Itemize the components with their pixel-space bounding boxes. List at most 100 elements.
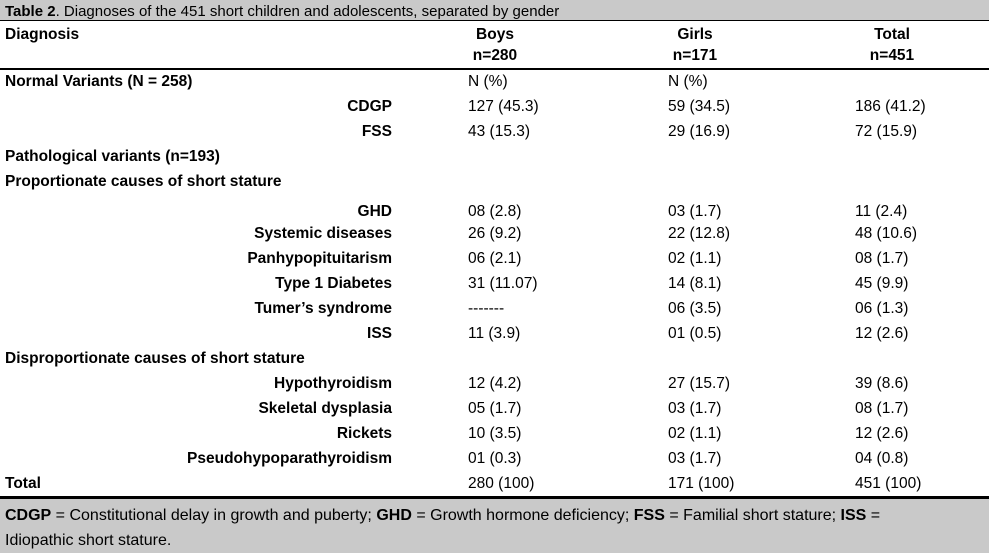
column-header-boys-n: n=280 (472, 47, 518, 64)
diagnosis-cell: Total (5, 474, 41, 492)
diagnosis-cell: CDGP (347, 97, 392, 115)
boys-value-cell (395, 346, 595, 371)
total-value-cell (795, 169, 989, 194)
table-row: Pseudohypoparathyroidism 01 (0.3) 03 (1.7)… (0, 446, 989, 471)
table-row: Systemic diseases 26 (9.2) 22 (12.8) 48 (10… (0, 221, 989, 246)
footnote-abbreviation: GHD (376, 507, 412, 524)
column-header-girls-n: n=171 (672, 47, 718, 64)
column-header-diagnosis-label: Diagnosis (5, 26, 80, 43)
table-row: Panhypopituitarism 06 (2.1) 02 (1.1) 08 (1.… (0, 246, 989, 271)
table-row: ISS 11 (3.9) 01 (0.5) 12 (2.6) (0, 321, 989, 346)
table-row: Proportionate causes of short stature (0, 169, 989, 194)
total-value-cell (795, 346, 989, 371)
table-row: Skeletal dysplasia 05 (1.7) 03 (1.7) 08 (1.… (0, 396, 989, 421)
diagnosis-cell: Proportionate causes of short stature (5, 172, 282, 190)
table-row: FSS 43 (15.3) 29 (16.9) 72 (15.9) (0, 119, 989, 144)
girls-value-cell: 171 (100) (668, 474, 735, 492)
column-header-diagnosis: Diagnosis (0, 21, 395, 70)
column-header-total: Total n=451 (795, 21, 989, 70)
total-value-cell (795, 144, 989, 169)
total-value-cell: 11 (2.4) (855, 203, 908, 220)
boys-value-cell: 01 (0.3) (468, 449, 522, 467)
girls-value-cell: 02 (1.1) (668, 249, 722, 267)
table-header: Diagnosis Boys n=280 Girls n=171 Total n… (0, 21, 989, 70)
total-value-cell: 48 (10.6) (855, 224, 918, 242)
table-caption: Table 2. Diagnoses of the 451 short chil… (0, 0, 989, 20)
girls-value-cell: 59 (34.5) (668, 97, 731, 115)
total-value-cell: 04 (0.8) (855, 449, 909, 467)
table-row: Pathological variants (n=193) (0, 144, 989, 169)
total-value-cell: 72 (15.9) (855, 122, 918, 140)
column-header-girls-label: Girls (677, 26, 713, 43)
diagnosis-cell: Rickets (336, 424, 392, 442)
diagnosis-cell: Panhypopituitarism (247, 249, 392, 267)
top-rule (0, 20, 989, 21)
boys-value-cell: 26 (9.2) (468, 224, 522, 242)
boys-value-cell: ------- (468, 299, 505, 317)
table-row: Rickets 10 (3.5) 02 (1.1) 12 (2.6) (0, 421, 989, 446)
total-value-cell: 45 (9.9) (855, 274, 909, 292)
table-row: Hypothyroidism 12 (4.2) 27 (15.7) 39 (8.6) (0, 371, 989, 396)
boys-value-cell: 10 (3.5) (468, 424, 522, 442)
total-value-cell: 06 (1.3) (855, 299, 909, 317)
girls-value-cell: 03 (1.7) (668, 449, 722, 467)
boys-value-cell (395, 144, 595, 169)
boys-value-cell: 05 (1.7) (468, 399, 522, 417)
table-caption-number: Table 2 (5, 3, 56, 20)
column-header-boys-label: Boys (476, 26, 514, 43)
diagnosis-cell: Hypothyroidism (274, 374, 392, 392)
boys-value-cell: 31 (11.07) (468, 274, 538, 292)
diagnosis-cell: Normal Variants (N = 258) (5, 73, 193, 90)
footnote-text: CDGP = Constitutional delay in growth an… (5, 507, 881, 549)
girls-value-cell (595, 144, 795, 169)
table-row: Disproportionate causes of short stature (0, 346, 989, 371)
boys-value-cell: 43 (15.3) (468, 122, 531, 140)
diagnosis-cell: Skeletal dysplasia (258, 399, 392, 417)
boys-value-cell: 280 (100) (468, 474, 535, 492)
total-value-cell: 451 (100) (855, 474, 922, 492)
girls-value-cell: N (%) (668, 73, 708, 90)
column-header-total-label: Total (874, 26, 910, 43)
girls-value-cell: 03 (1.7) (668, 399, 722, 417)
diagnoses-table: Diagnosis Boys n=280 Girls n=171 Total n… (0, 21, 989, 496)
total-value-cell: 08 (1.7) (855, 249, 909, 267)
diagnosis-cell: Type 1 Diabetes (275, 274, 392, 292)
diagnosis-cell: Pathological variants (n=193) (5, 147, 220, 165)
boys-value-cell: N (%) (468, 73, 508, 90)
column-header-girls: Girls n=171 (595, 21, 795, 70)
total-value-cell: 39 (8.6) (855, 374, 909, 392)
boys-value-cell: 06 (2.1) (468, 249, 522, 267)
girls-value-cell: 06 (3.5) (668, 299, 722, 317)
boys-value-cell: 12 (4.2) (468, 374, 522, 392)
girls-value-cell (595, 169, 795, 194)
diagnosis-cell: GHD (357, 203, 392, 220)
table-row: Total 280 (100) 171 (100) 451 (100) (0, 471, 989, 496)
total-value-cell (795, 69, 989, 94)
footnote: CDGP = Constitutional delay in growth an… (0, 496, 989, 553)
table-row: CDGP 127 (45.3) 59 (34.5) 186 (41.2) (0, 94, 989, 119)
diagnosis-cell: ISS (367, 324, 392, 342)
girls-value-cell: 14 (8.1) (668, 274, 722, 292)
footnote-abbreviation: CDGP (5, 507, 52, 524)
diagnosis-cell: Tumer’s syndrome (254, 299, 392, 317)
footnote-abbreviation: ISS (840, 507, 867, 524)
table-row: Tumer’s syndrome ------- 06 (3.5) 06 (1.3) (0, 296, 989, 321)
girls-value-cell: 29 (16.9) (668, 122, 731, 140)
girls-value-cell: 03 (1.7) (668, 203, 722, 220)
table-body: Normal Variants (N = 258) N (%) N (%) CDGP 1… (0, 69, 989, 496)
diagnosis-cell: Pseudohypoparathyroidism (187, 449, 392, 467)
total-value-cell: 08 (1.7) (855, 399, 909, 417)
table-row: Normal Variants (N = 258) N (%) N (%) (0, 69, 989, 94)
diagnosis-cell: Disproportionate causes of short stature (5, 349, 305, 367)
boys-value-cell: 11 (3.9) (468, 324, 521, 342)
footnote-abbreviation: FSS (633, 507, 665, 524)
total-value-cell: 12 (2.6) (855, 324, 909, 342)
girls-value-cell: 27 (15.7) (668, 374, 731, 392)
girls-value-cell (595, 346, 795, 371)
girls-value-cell: 01 (0.5) (668, 324, 722, 342)
total-value-cell: 12 (2.6) (855, 424, 909, 442)
total-value-cell: 186 (41.2) (855, 97, 926, 115)
girls-value-cell: 22 (12.8) (668, 224, 731, 242)
boys-value-cell (395, 169, 595, 194)
